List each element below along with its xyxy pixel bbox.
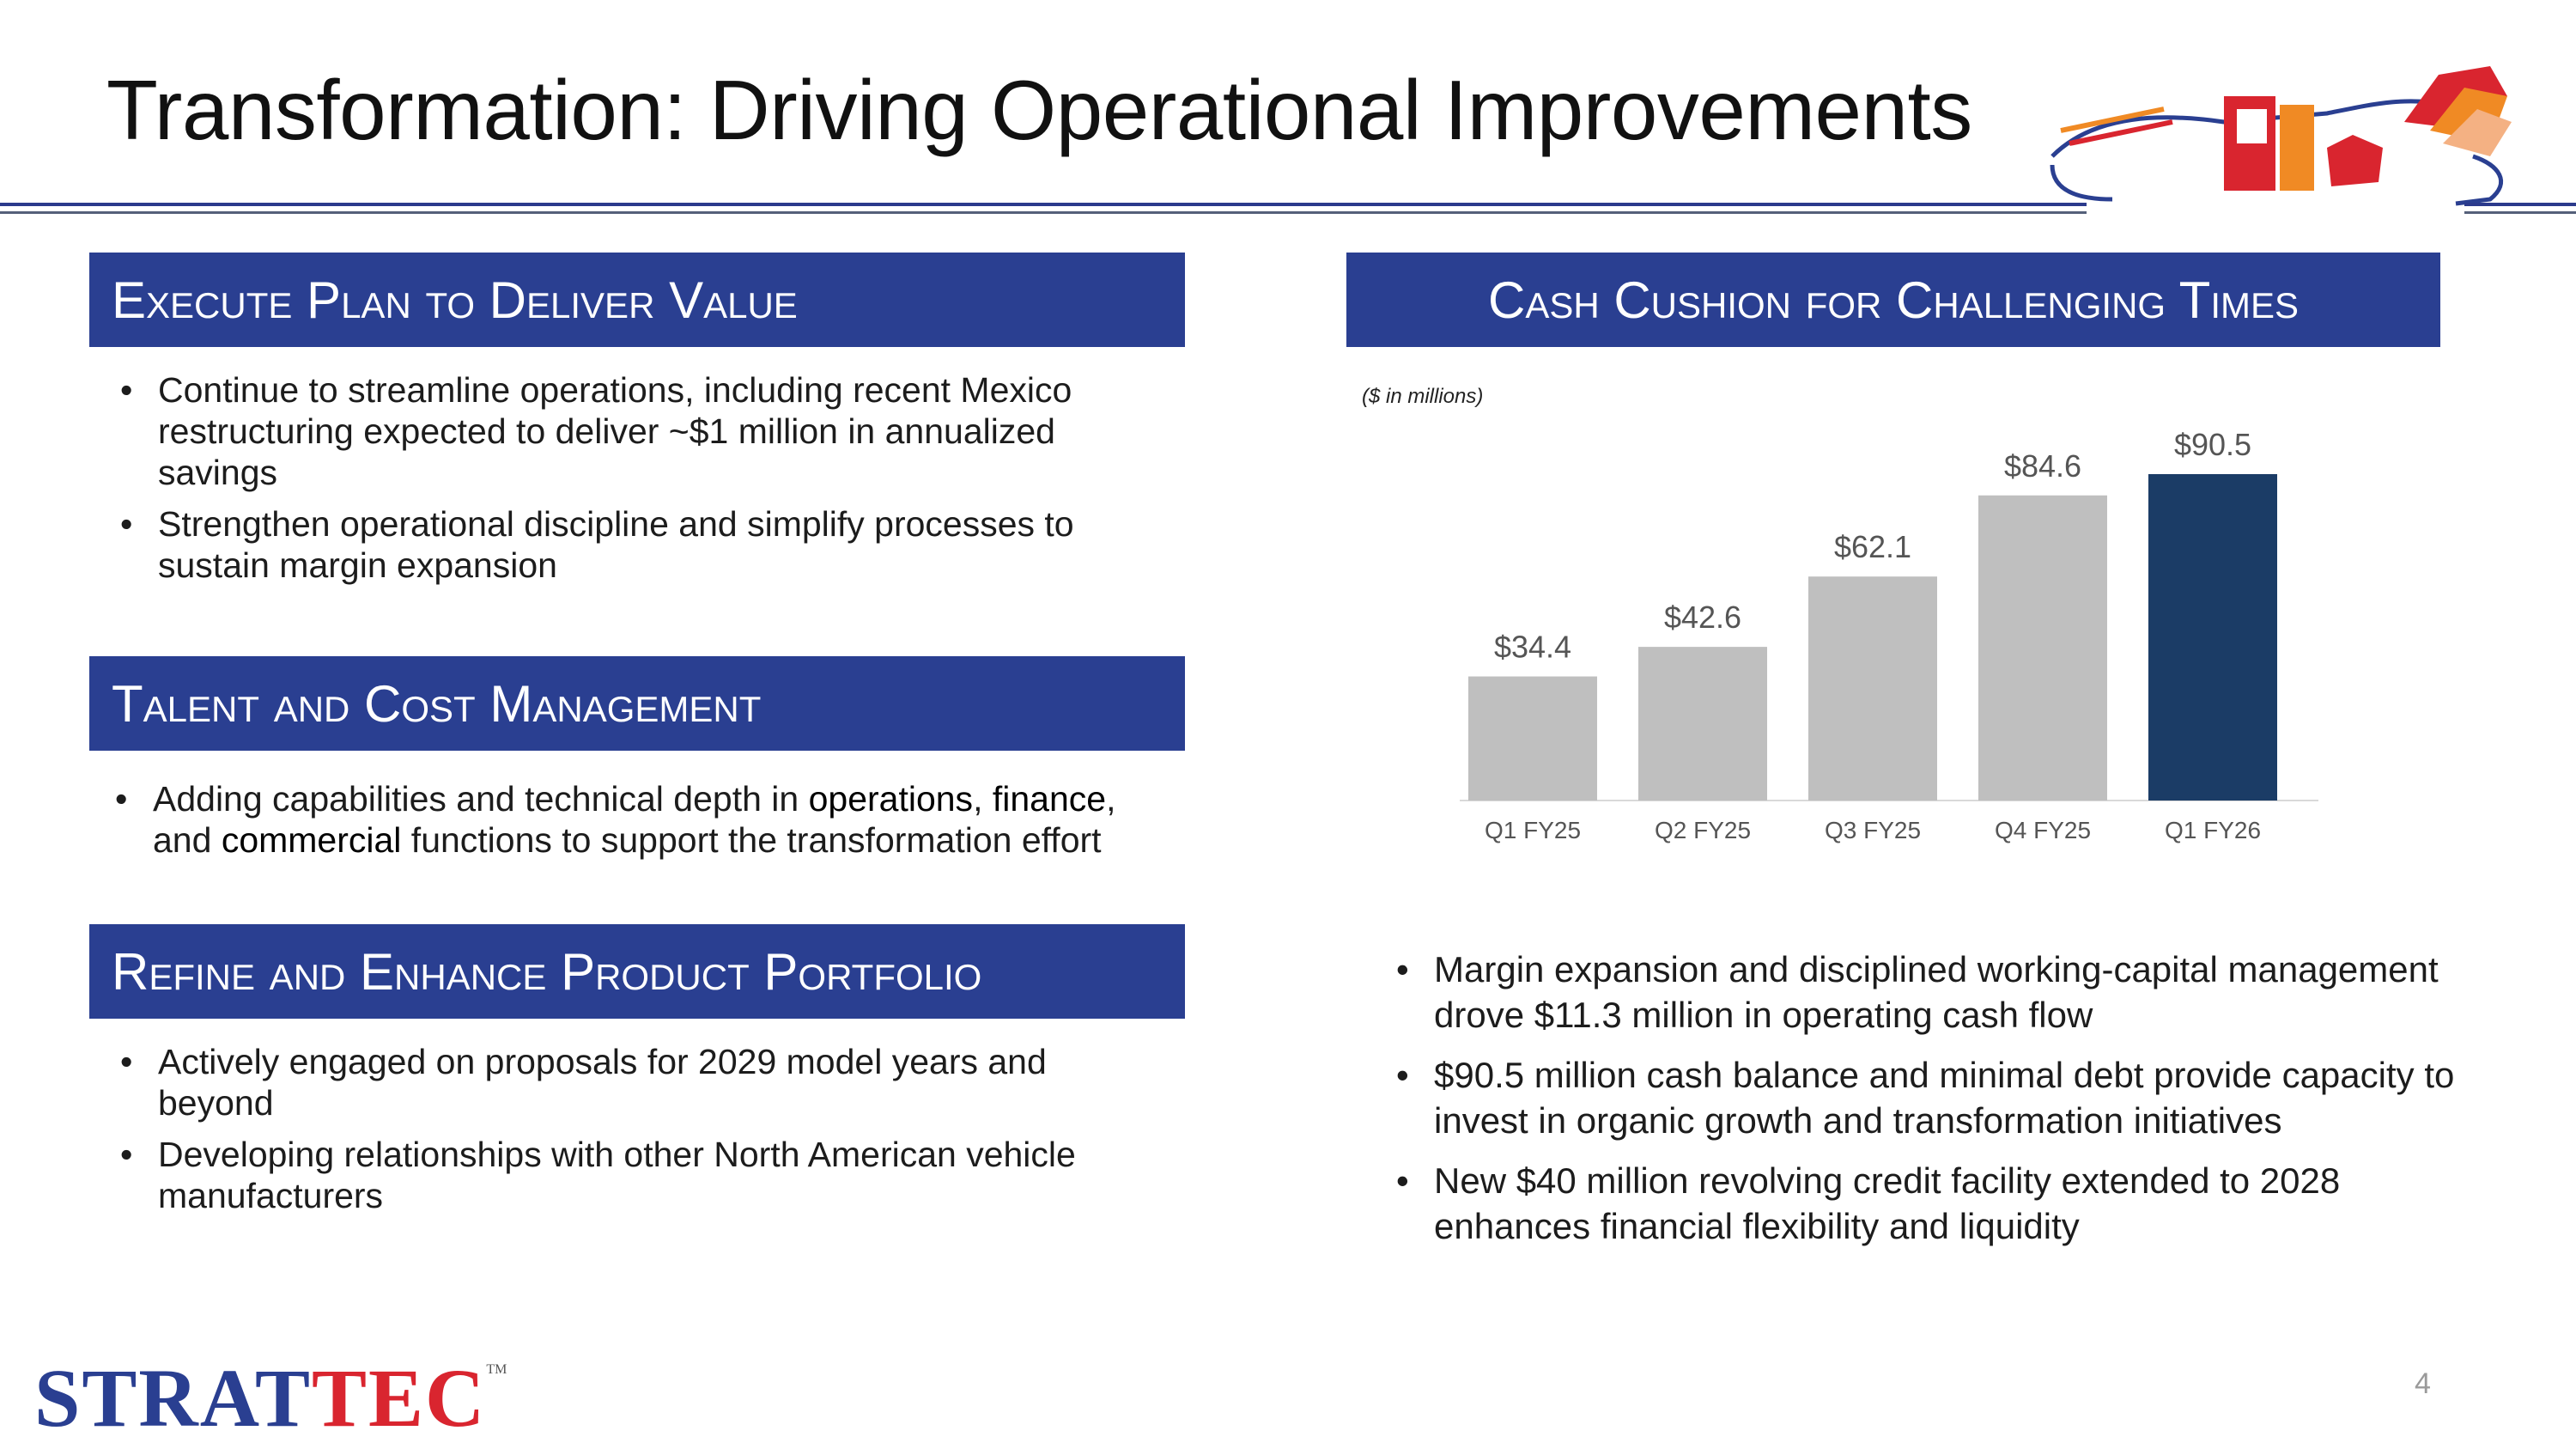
talent-text-4: functions to support the transformation … <box>401 820 1102 860</box>
cash-cushion-bullets: Margin expansion and disciplined working… <box>1365 947 2464 1263</box>
data-label: $34.4 <box>1494 630 1571 665</box>
execute-plan-bullets: Continue to streamline operations, inclu… <box>89 369 1154 596</box>
keyword-operations: operations <box>808 779 974 819</box>
logo-main: STRAT <box>34 1352 312 1444</box>
list-item: Margin expansion and disciplined working… <box>1365 947 2464 1038</box>
title-rule-left-thin <box>0 211 2087 214</box>
x-tick-label: Q2 FY25 <box>1655 817 1751 843</box>
x-tick-label: Q3 FY25 <box>1825 817 1921 843</box>
title-rule-right <box>2464 203 2576 206</box>
keyword-commercial: commercial <box>221 820 402 860</box>
bar-q4-fy25 <box>1978 495 2107 801</box>
cash-balance-chart: $34.4 Q1 FY25 $42.6 Q2 FY25 $62.1 Q3 FY25 $84.… <box>1460 427 2318 843</box>
list-item: Developing relationships with other Nort… <box>89 1134 1154 1216</box>
list-item: Actively engaged on proposals for 2029 m… <box>89 1041 1154 1123</box>
bar-q2-fy25 <box>1638 647 1767 801</box>
bar-q1-fy26 <box>2148 474 2277 801</box>
list-item: Continue to streamline operations, inclu… <box>89 369 1154 493</box>
title-rule-right-thin <box>2464 211 2576 214</box>
data-label: $42.6 <box>1664 600 1741 635</box>
talent-text-3: , and <box>153 779 1116 860</box>
keyword-finance: finance <box>992 779 1107 819</box>
refine-portfolio-bullets: Actively engaged on proposals for 2029 m… <box>89 1041 1154 1227</box>
talent-text-2: , <box>973 779 993 819</box>
logo-trademark: TM <box>486 1362 507 1377</box>
page-title: Transformation: Driving Operational Impr… <box>106 63 1972 157</box>
logo-accent: TEC <box>311 1352 487 1444</box>
list-item: New $40 million revolving credit facilit… <box>1365 1158 2464 1249</box>
x-tick-label: Q1 FY25 <box>1485 817 1581 843</box>
strattec-logo: STRATTECTM <box>34 1350 507 1446</box>
talent-text-1: Adding capabilities and technical depth … <box>153 779 809 819</box>
bar-q1-fy25 <box>1468 676 1597 801</box>
cash-cushion-header: Cash Cushion for Challenging Times <box>1346 253 2440 347</box>
list-item: $90.5 million cash balance and minimal d… <box>1365 1052 2464 1143</box>
car-door-logo-icon <box>2050 66 2512 206</box>
page-number: 4 <box>2415 1367 2431 1400</box>
list-item: Adding capabilities and technical depth … <box>84 778 1166 861</box>
talent-cost-bullets: Adding capabilities and technical depth … <box>84 778 1166 871</box>
title-rule-left <box>0 203 2087 206</box>
bar-q3-fy25 <box>1808 576 1937 801</box>
data-label: $90.5 <box>2174 427 2251 462</box>
refine-portfolio-header: Refine and Enhance Product Portfolio <box>89 924 1185 1019</box>
data-label: $84.6 <box>2004 448 2081 484</box>
list-item: Strengthen operational discipline and si… <box>89 503 1154 586</box>
x-tick-label: Q4 FY25 <box>1995 817 2091 843</box>
talent-cost-header: Talent and Cost Management <box>89 656 1185 751</box>
chart-units-note: ($ in millions) <box>1362 385 1484 408</box>
x-tick-label: Q1 FY26 <box>2165 817 2261 843</box>
data-label: $62.1 <box>1834 529 1911 564</box>
execute-plan-header: Execute Plan to Deliver Value <box>89 253 1185 347</box>
